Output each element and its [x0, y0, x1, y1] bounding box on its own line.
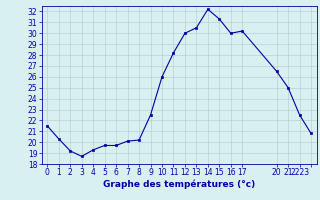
X-axis label: Graphe des températures (°c): Graphe des températures (°c)	[103, 180, 255, 189]
